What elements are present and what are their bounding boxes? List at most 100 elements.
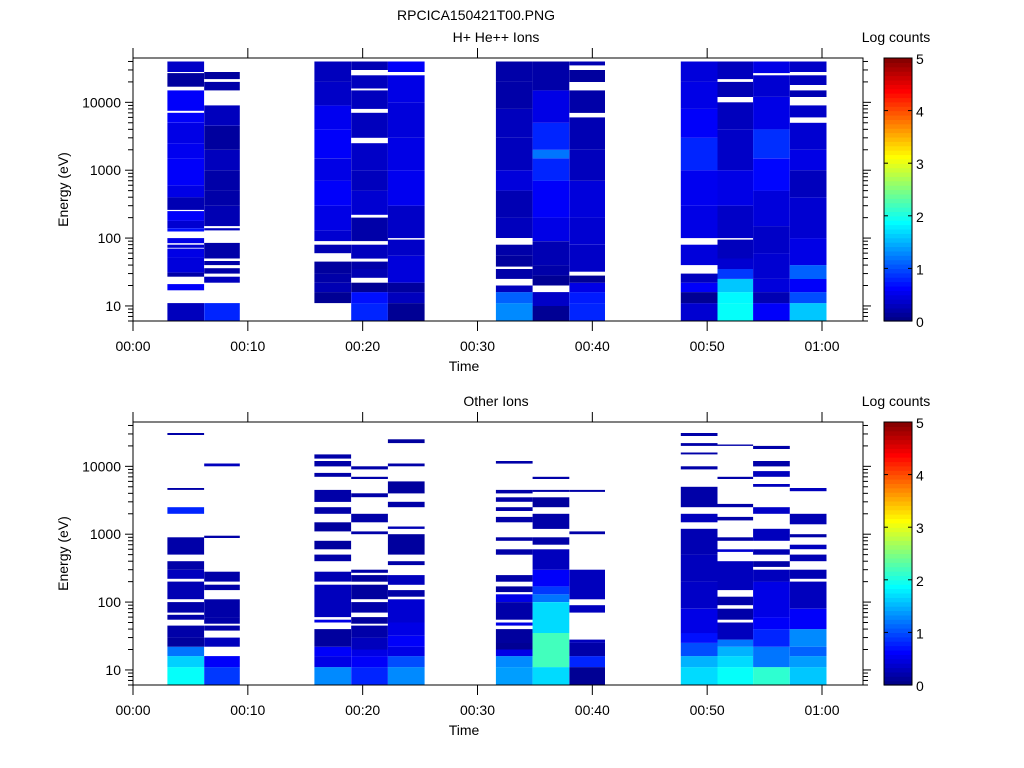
- colorbar-segment: [884, 307, 912, 313]
- panel-h-he-ions: 00:00 00:10 00:20 00:30 00:40 00:50 01:00 Time 1…: [55, 29, 930, 374]
- spectrogram-cell: [569, 117, 605, 150]
- colorbar-segment: [884, 119, 912, 125]
- spectrogram-cell: [753, 278, 790, 293]
- spectrogram-cell: [680, 667, 718, 685]
- spectrogram-cell: [495, 190, 533, 218]
- x-axis-label: Time: [449, 358, 480, 374]
- spectrogram-cell: [789, 303, 827, 321]
- colorbar-segment: [884, 492, 912, 498]
- spectrogram-cell: [680, 282, 718, 293]
- spectrogram-cell: [351, 112, 388, 138]
- spectrogram-cell: [204, 105, 240, 126]
- x-tick-label: 00:20: [345, 338, 380, 354]
- spectrogram-cell: [717, 639, 754, 647]
- spectrogram-cell: [753, 303, 790, 321]
- spectrogram-cell: [387, 575, 425, 585]
- spectrogram-cell: [495, 461, 533, 464]
- spectrogram-cell: [495, 622, 533, 626]
- spectrogram-cell: [717, 608, 754, 620]
- colorbar-segment: [884, 601, 912, 607]
- spectrogram-cell: [495, 269, 533, 279]
- spectrogram-cell: [789, 238, 827, 266]
- x-tick-label: 01:00: [804, 338, 839, 354]
- spectrogram-cell: [204, 205, 240, 227]
- colorbar-segment: [884, 123, 912, 129]
- spectrogram-cell: [387, 75, 425, 103]
- spectrogram-cell: [569, 303, 605, 321]
- spectrogram-cell: [314, 656, 352, 668]
- spectrogram-cell: [532, 586, 570, 595]
- spectrogram-cell: [314, 507, 352, 514]
- colorbar-segment: [884, 114, 912, 120]
- colorbar-segment: [884, 509, 912, 515]
- colorbar-segment: [884, 84, 912, 90]
- x-tick-label: 00:30: [460, 338, 495, 354]
- spectrogram-cell: [167, 433, 205, 435]
- spectrogram-cell: [351, 170, 388, 191]
- spectrogram-cell: [680, 244, 718, 266]
- colorbar-segment: [884, 540, 912, 546]
- colorbar-segment: [884, 237, 912, 243]
- spectrogram-cell: [167, 244, 205, 248]
- spectrogram-cell: [495, 602, 533, 620]
- spectrogram-cell: [204, 571, 240, 582]
- spectrogram-cell: [387, 282, 425, 293]
- spectrogram-cell: [495, 507, 533, 511]
- spectrogram-cell: [351, 282, 388, 293]
- spectrogram-cell: [167, 637, 205, 647]
- colorbar-segment: [884, 268, 912, 274]
- colorbar-segment: [884, 544, 912, 550]
- colorbar-segment: [884, 654, 912, 660]
- spectrogram-cell: [351, 476, 388, 479]
- y-tick-label: 1000: [90, 526, 121, 542]
- colorbar-segment: [884, 527, 912, 533]
- colorbar-segment: [884, 299, 912, 305]
- colorbar-segment: [884, 198, 912, 204]
- spectrogram-cell: [789, 667, 827, 685]
- colorbar-tick-label: 0: [916, 678, 924, 694]
- colorbar-segment: [884, 246, 912, 252]
- spectrogram-cell: [753, 190, 790, 227]
- spectrogram-cell: [495, 217, 533, 238]
- spectrogram-cell: [717, 205, 754, 239]
- colorbar-segment: [884, 470, 912, 476]
- spectrogram-cell: [167, 211, 205, 221]
- spectrogram-cell: [167, 272, 205, 277]
- colorbar-segment: [884, 106, 912, 112]
- spectrogram-cell: [569, 244, 605, 272]
- colorbar-tick-label: 3: [916, 520, 924, 536]
- colorbar-segment: [884, 211, 912, 217]
- colorbar-segment: [884, 193, 912, 199]
- spectrogram-cell: [167, 646, 205, 657]
- spectrogram-cell: [387, 646, 425, 657]
- y-tick-label: 10000: [82, 458, 121, 474]
- spectrogram-cell: [680, 554, 718, 582]
- spectrogram-cell: [789, 656, 827, 668]
- spectrogram-cell: [387, 501, 425, 508]
- spectrogram-cell: [495, 303, 533, 321]
- spectrogram-cell: [753, 561, 790, 567]
- spectrogram-cell: [717, 596, 754, 606]
- spectrogram-cell: [532, 513, 570, 529]
- x-tick-label: 00:10: [230, 338, 265, 354]
- spectrogram-cell: [204, 463, 240, 467]
- spectrogram-cell: [314, 230, 352, 242]
- spectrogram-cell: [753, 97, 790, 130]
- x-tick-label: 00:00: [115, 702, 150, 718]
- spectrogram-cell: [569, 531, 605, 535]
- colorbar-segment: [884, 132, 912, 138]
- colorbar-segment: [884, 259, 912, 265]
- spectrogram-cell: [314, 554, 352, 562]
- colorbar-segment: [884, 518, 912, 524]
- spectrogram-cell: [167, 581, 205, 600]
- colorbar-frame: [883, 57, 913, 322]
- colorbar-segment: [884, 483, 912, 489]
- spectrogram-cell: [167, 112, 205, 123]
- colorbar-segment: [884, 224, 912, 230]
- spectrogram-cell: [204, 72, 240, 80]
- spectrogram-cell: [569, 149, 605, 181]
- colorbar-segment: [884, 220, 912, 226]
- colorbar-segment: [884, 141, 912, 147]
- y-tick-label: 10: [105, 662, 121, 678]
- spectrogram-cell: [532, 90, 570, 123]
